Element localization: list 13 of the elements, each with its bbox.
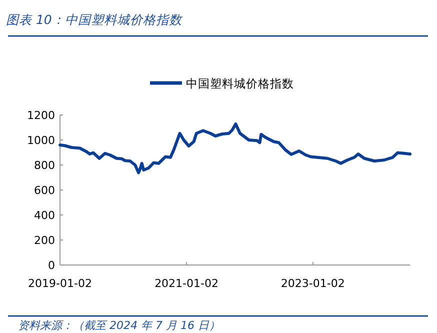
y-tick-label: 600 xyxy=(34,184,55,197)
y-tick-label: 400 xyxy=(34,209,55,222)
y-tick-label: 200 xyxy=(34,234,55,247)
text: 资料来源：（截至 2024 年 7 月 16 日） xyxy=(18,319,220,332)
y-tick-label: 0 xyxy=(48,259,55,272)
title: 图表 10：中国塑料城价格指数 xyxy=(6,12,182,27)
x-tick-label: 2021-01-02 xyxy=(154,277,218,290)
y-tick-label: 1000 xyxy=(27,134,55,147)
x-tick-label: 2019-01-02 xyxy=(28,277,92,290)
y-tick-label: 1200 xyxy=(27,109,55,122)
y-tick-label: 800 xyxy=(34,159,55,172)
x-tick-label: 2023-01-02 xyxy=(280,277,345,290)
legend-label: 中国塑料城价格指数 xyxy=(186,76,294,90)
